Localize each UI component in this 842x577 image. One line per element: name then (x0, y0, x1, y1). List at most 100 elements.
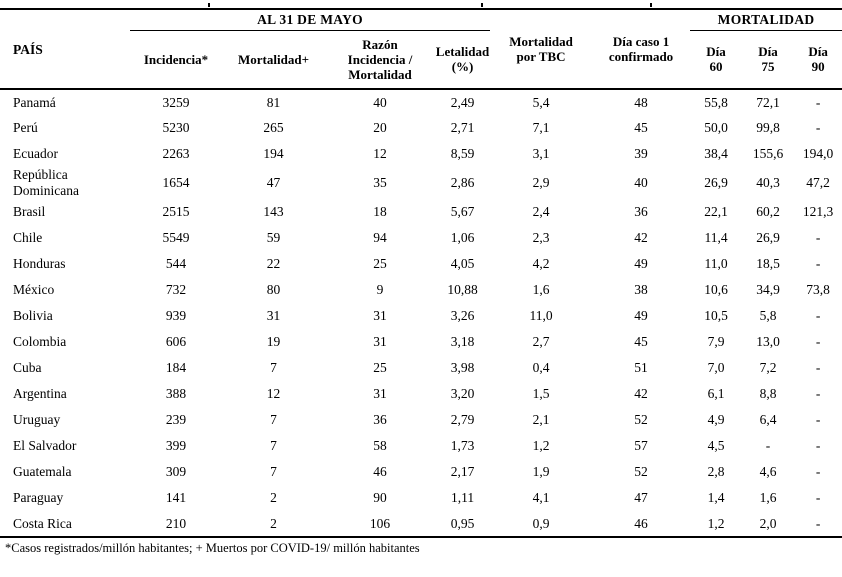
cell-dia_60: 11,4 (704, 230, 728, 245)
column-header-pais: PAÍS (0, 9, 130, 90)
cell-mortalidad_tbc: 2,3 (532, 230, 550, 245)
cell-mortalidad_tbc: 2,1 (532, 412, 550, 427)
table-row: Costa Rica 210 2 106 0,95 0,9 46 1,2 2,0- (0, 511, 842, 538)
header-text: Mortalidad (509, 34, 573, 49)
cell-mortalidad: 80 (266, 282, 281, 297)
cell-dia_caso_1: 36 (634, 204, 648, 219)
cell-dia_75: 1,6 (759, 490, 777, 505)
cell-letalidad: 5,67 (450, 204, 475, 219)
cell-dia_90: - (815, 256, 821, 271)
cell-dia_75: 13,0 (756, 334, 780, 349)
cell-dia_75: 26,9 (756, 230, 780, 245)
cell-letalidad: 3,20 (450, 386, 475, 401)
cell-dia_60: 7,9 (707, 334, 725, 349)
cell-incidencia: 184 (165, 360, 187, 375)
table-row: Brasil 2515 143 18 5,67 2,4 36 22,1 60,2 121,3 (0, 199, 842, 225)
cell-incidencia: 388 (165, 386, 187, 401)
cell-dia_60: 22,1 (704, 204, 728, 219)
cell-dia_caso_1: 47 (634, 490, 648, 505)
cell-pais: Argentina (13, 386, 67, 401)
covid-country-table: PAÍS AL 31 DE MAYO Mortalidad por TBC Dí… (0, 8, 842, 538)
cell-dia_60: 7,0 (707, 360, 725, 375)
cell-dia_90: - (815, 464, 821, 479)
cell-letalidad: 2,17 (450, 464, 475, 479)
cell-incidencia: 141 (165, 490, 187, 505)
cell-dia_caso_1: 40 (634, 175, 648, 190)
cell-letalidad: 8,59 (450, 146, 475, 161)
cell-razon: 46 (373, 464, 387, 479)
cell-razon: 31 (373, 334, 387, 349)
cell-dia_90: - (794, 511, 842, 538)
cell-mortalidad: 22 (266, 256, 281, 271)
cell-dia_60: 26,9 (704, 175, 728, 190)
cell-dia_75: 5,8 (759, 308, 777, 323)
cell-dia_90: 194,0 (802, 146, 834, 161)
header-text: AL 31 DE MAYO (257, 12, 363, 28)
cell-dia_90: - (815, 230, 821, 245)
cell-dia_90: 47,2 (806, 175, 830, 190)
cell-dia_caso_1: 39 (634, 146, 648, 161)
cell-dia_caso_1: 52 (634, 464, 648, 479)
cell-dia_90: 73,8 (806, 282, 830, 297)
cell-dia_caso_1: 49 (634, 256, 648, 271)
cell-razon: 94 (373, 230, 387, 245)
header-text: Día caso 1 (612, 34, 670, 49)
header-text: Razón (362, 36, 398, 52)
cell-dia_90: - (815, 360, 821, 375)
cell-mortalidad_tbc: 3,1 (532, 146, 550, 161)
cell-dia_caso_1: 42 (634, 386, 648, 401)
column-header-mortalidad: Mortalidad+ (222, 30, 325, 90)
cell-mortalidad_tbc: 4,1 (532, 490, 550, 505)
cell-letalidad: 4,05 (450, 256, 475, 271)
cell-incidencia: 2263 (162, 146, 190, 161)
cell-dia_75: 4,6 (759, 464, 777, 479)
table-row: Colombia 606 19 31 3,18 2,7 45 7,9 13,0 - (0, 329, 842, 355)
cell-letalidad: 10,88 (447, 282, 478, 297)
table-row: Paraguay 141 2 90 1,11 4,1 47 1,4 1,6 - (0, 485, 842, 511)
header-text: Incidencia* (143, 51, 209, 67)
cell-mortalidad_tbc: 5,4 (532, 94, 550, 110)
group-header-row: PAÍS AL 31 DE MAYO Mortalidad por TBC Dí… (0, 9, 842, 90)
cropped-caption-strip (0, 0, 842, 8)
cell-pais: Perú (13, 120, 38, 135)
table-row: Honduras 544 22 25 4,05 4,2 49 11,0 18,5 - (0, 251, 842, 277)
cell-razon: 35 (373, 175, 387, 190)
cell-razon: 12 (373, 146, 387, 161)
cell-dia_60: 50,0 (704, 120, 728, 135)
table-row: Cuba 184 7 25 3,98 0,4 51 7,0 7,2 - (0, 355, 842, 381)
cell-mortalidad_tbc: 7,1 (532, 120, 550, 135)
cell-pais: Uruguay (13, 412, 61, 427)
column-header-mortalidad-tbc: Mortalidad por TBC (490, 9, 593, 90)
cell-dia_60: 55,8 (704, 94, 728, 110)
cell-pais: Panamá (13, 94, 56, 110)
cell-mortalidad: 2 (222, 511, 325, 538)
header-text: MORTALIDAD (717, 12, 815, 28)
cell-mortalidad_tbc: 0,4 (532, 360, 550, 375)
cell-mortalidad: 2 (270, 490, 277, 505)
cell-letalidad: 3,98 (450, 360, 475, 375)
column-header-dia-60: Día 60 (690, 30, 743, 90)
header-text: 90 (811, 59, 825, 75)
cell-dia_75: 2,0 (742, 511, 795, 538)
cell-dia_75: 99,8 (756, 120, 780, 135)
header-text: Mortalidad+ (238, 51, 309, 67)
cell-dia_60: 4,9 (707, 412, 725, 427)
cell-letalidad: 3,26 (450, 308, 475, 323)
cell-mortalidad: 7 (270, 412, 277, 427)
cell-mortalidad: 19 (266, 334, 281, 349)
cell-razon: 9 (376, 282, 384, 297)
cell-incidencia: 544 (165, 256, 187, 271)
cell-dia_90: - (815, 308, 821, 323)
cell-pais: Guatemala (13, 464, 72, 479)
cell-mortalidad: 59 (266, 230, 281, 245)
cell-mortalidad_tbc: 1,2 (532, 438, 550, 453)
cell-incidencia: 5230 (162, 120, 190, 135)
cell-razon: 25 (373, 256, 387, 271)
column-header-row: Incidencia* Mortalidad+ Razón Incidencia… (0, 30, 842, 90)
cell-incidencia: 239 (165, 412, 187, 427)
cell-razon: 31 (373, 308, 387, 323)
cell-dia_90: - (815, 438, 821, 453)
cell-dia_caso_1: 51 (634, 360, 648, 375)
cell-incidencia: 2515 (162, 204, 190, 219)
